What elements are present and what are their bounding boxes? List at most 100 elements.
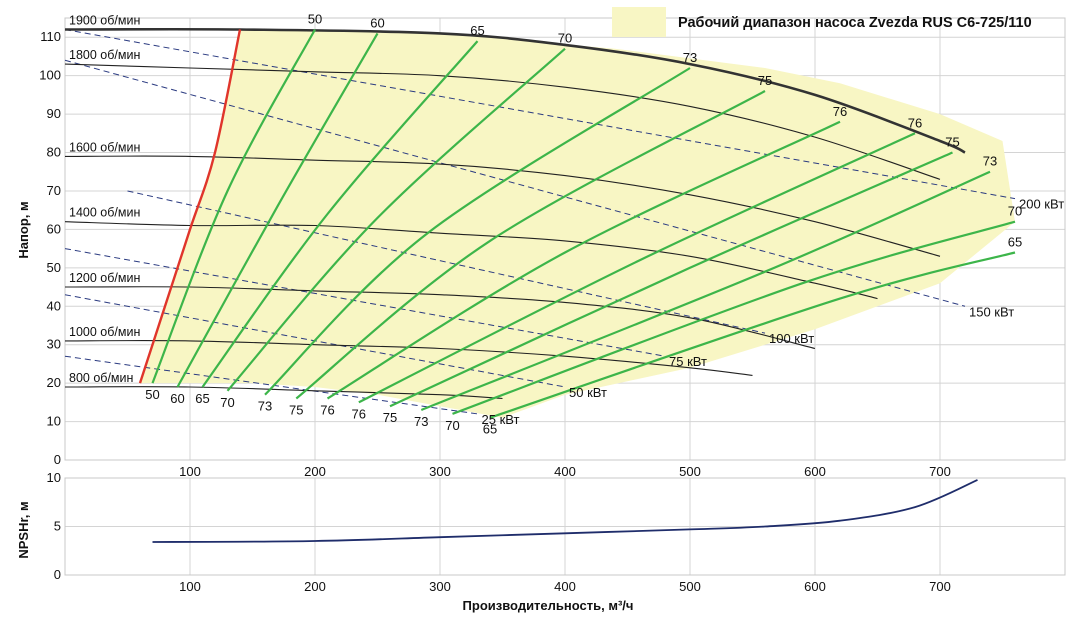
efficiency-curve (358, 132, 916, 404)
y-tick-label-npsh: 10 (47, 470, 61, 485)
y-tick-label-head: 30 (47, 337, 61, 352)
efficiency-bottom-label: 50 (145, 387, 159, 402)
speed-curve-label: 1900 об/мин (69, 14, 140, 28)
speed-curve-label: 1400 об/мин (69, 206, 140, 220)
efficiency-curve (264, 67, 691, 396)
y-tick-label-head: 70 (47, 183, 61, 198)
efficiency-bottom-label: 73 (258, 399, 272, 414)
x-tick-label-npsh: 400 (554, 579, 576, 594)
speed-curve (64, 221, 878, 300)
efficiency-top-label: 65 (470, 23, 484, 38)
x-tick-label-head: 100 (179, 464, 201, 479)
power-line (64, 29, 1016, 200)
operating-range-area (140, 29, 1015, 418)
power-line-label: 75 кВт (669, 354, 707, 369)
efficiency-top-label: 65 (1008, 234, 1022, 249)
x-tick-label-npsh: 700 (929, 579, 951, 594)
y-tick-label-npsh: 0 (54, 567, 61, 582)
npsh-curve (152, 479, 978, 543)
plot-frame-head (64, 17, 1066, 461)
efficiency-curve (295, 90, 766, 400)
efficiency-top-label: 75 (945, 135, 959, 150)
efficiency-curve (201, 40, 479, 388)
x-tick-label-npsh: 600 (804, 579, 826, 594)
y-tick-label-head: 60 (47, 221, 61, 236)
speed-curve (64, 340, 753, 376)
efficiency-bottom-label: 76 (320, 403, 334, 418)
x-tick-label-npsh: 100 (179, 579, 201, 594)
speed-curve-label: 1800 об/мин (69, 48, 140, 62)
speed-curve (64, 63, 941, 180)
y-tick-label-npsh: 5 (54, 519, 61, 534)
efficiency-top-label: 73 (983, 154, 997, 169)
x-axis-label: Производительность, м³/ч (463, 598, 634, 613)
efficiency-curve (176, 32, 379, 388)
y-tick-label-head: 80 (47, 145, 61, 160)
x-tick-label-head: 600 (804, 464, 826, 479)
x-tick-label-head: 300 (429, 464, 451, 479)
x-tick-label-head: 400 (554, 464, 576, 479)
y-tick-label-head: 40 (47, 298, 61, 313)
efficiency-bottom-label: 65 (483, 422, 497, 437)
efficiency-curve (226, 47, 566, 392)
efficiency-limit-40-curve (138, 29, 242, 384)
speed-curve (64, 286, 816, 350)
x-tick-label-head: 700 (929, 464, 951, 479)
y-tick-label-head: 10 (47, 414, 61, 429)
y-tick-label-head: 100 (39, 68, 61, 83)
efficiency-curve (420, 170, 991, 412)
efficiency-bottom-label: 76 (352, 406, 366, 421)
efficiency-top-label: 70 (558, 31, 572, 46)
efficiency-bottom-label: 75 (383, 410, 397, 425)
x-tick-label-npsh: 500 (679, 579, 701, 594)
y-axis-label-head: Напор, м (16, 201, 31, 258)
legend: Рабочий диапазон насоса Zvezda RUS C6-72… (612, 7, 1032, 37)
power-line-label: 25 кВт (482, 412, 520, 427)
plot-frame-npsh (64, 477, 1066, 576)
efficiency-curves (138, 28, 1016, 419)
y-tick-label-head: 50 (47, 260, 61, 275)
y-tick-label-head: 110 (40, 29, 61, 44)
y-tick-label-head: 90 (47, 106, 61, 121)
speed-curve-label: 1200 об/мин (69, 271, 140, 285)
efficiency-curve (151, 28, 316, 384)
legend-label: Рабочий диапазон насоса Zvezda RUS C6-72… (678, 15, 1032, 31)
speed-curve (64, 27, 966, 154)
x-tick-label-npsh: 200 (304, 579, 326, 594)
efficiency-top-label: 76 (833, 104, 847, 119)
efficiency-top-label: 60 (370, 15, 384, 30)
speed-curve-label: 1600 об/мин (69, 140, 140, 154)
efficiency-bottom-label: 70 (220, 395, 234, 410)
y-tick-label-head: 0 (54, 452, 61, 467)
x-tick-label-npsh: 300 (429, 579, 451, 594)
efficiency-curve (326, 120, 841, 400)
operating-range-polygon (140, 29, 1015, 418)
efficiency-top-label: 70 (1008, 204, 1022, 219)
speed-curve-label: 1000 об/мин (69, 325, 140, 339)
x-tick-label-head: 500 (679, 464, 701, 479)
y-axis-label-npsh: NPSHr, м (16, 501, 31, 558)
y-tick-label-head: 20 (47, 375, 61, 390)
efficiency-top-label: 76 (908, 115, 922, 130)
x-tick-label-head: 200 (304, 464, 326, 479)
efficiency-curve (489, 251, 1016, 419)
legend-swatch (612, 7, 666, 37)
efficiency-top-label: 50 (308, 12, 322, 27)
efficiency-bottom-label: 70 (445, 418, 459, 433)
efficiency-bottom-label: 75 (289, 403, 303, 418)
npsh-series-line (152, 479, 978, 543)
speed-curve-label: 800 об/мин (69, 371, 133, 385)
power-line-label: 100 кВт (769, 331, 814, 346)
power-line-label: 200 кВт (1019, 197, 1064, 212)
efficiency-bottom-label: 65 (195, 391, 209, 406)
efficiency-bottom-label: 73 (414, 414, 428, 429)
efficiency-curve (389, 151, 953, 408)
power-line (64, 59, 966, 307)
efficiency-top-label: 73 (683, 50, 697, 65)
power-line (64, 248, 666, 357)
power-line-label: 150 кВт (969, 304, 1014, 319)
efficiency-curve (452, 220, 1016, 415)
power-line-label: 50 кВт (569, 385, 607, 400)
chart-labels: 100 200 300 400 500 600 7000102030405060708090… (39, 12, 1064, 594)
